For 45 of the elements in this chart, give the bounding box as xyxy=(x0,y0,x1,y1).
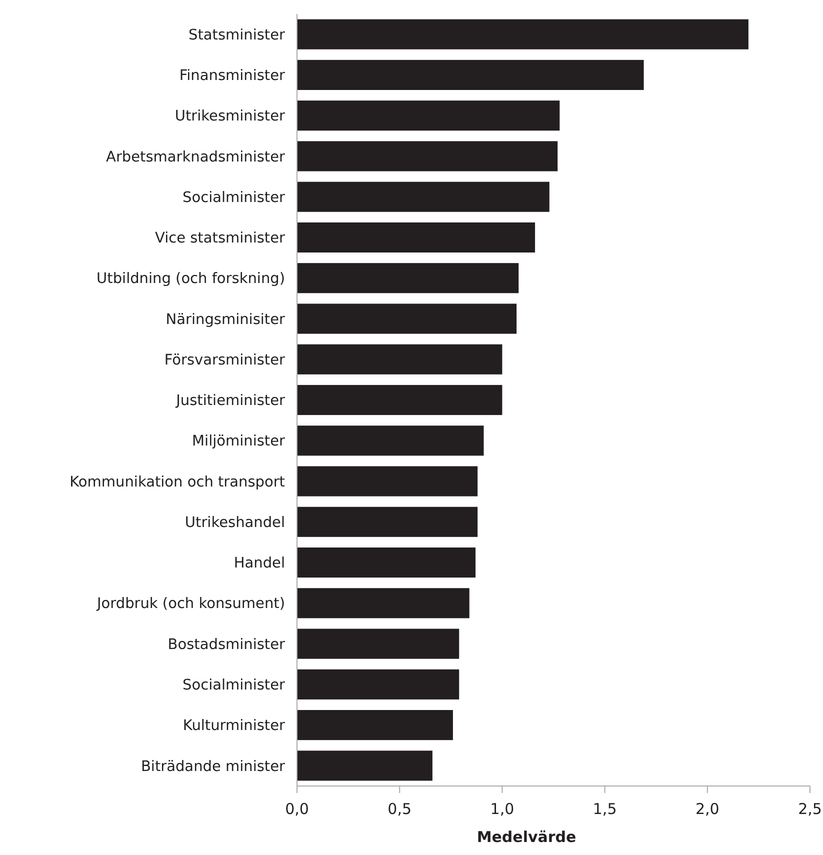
bar xyxy=(297,182,550,212)
y-tick-label: Arbetsmarknadsminister xyxy=(106,149,286,166)
x-axis-title: Medelvärde xyxy=(476,828,576,846)
x-tick-label: 1,5 xyxy=(592,800,617,818)
y-tick-label: Statsminister xyxy=(188,27,286,44)
bar xyxy=(297,100,560,131)
bar xyxy=(297,60,644,90)
y-tick-label: Försvarsminister xyxy=(164,352,286,368)
y-tick-label: Biträdande minister xyxy=(140,758,286,775)
y-tick-label: Kulturminister xyxy=(182,718,286,734)
bar xyxy=(297,344,502,374)
y-tick-label: Handel xyxy=(234,556,285,572)
y-tick-label: Finansminister xyxy=(179,68,286,84)
y-tick-label: Socialminister xyxy=(182,190,286,206)
bar xyxy=(297,710,453,740)
bar xyxy=(297,426,484,456)
y-tick-label: Utrikeshandel xyxy=(184,514,285,531)
bar xyxy=(297,506,478,537)
y-tick-label: Kommunikation och transport xyxy=(70,474,286,490)
y-tick-label: Socialminister xyxy=(182,677,286,694)
bar xyxy=(297,222,536,253)
bar xyxy=(297,547,476,578)
y-tick-label: Miljöminister xyxy=(192,434,286,450)
bar xyxy=(297,628,460,659)
bar xyxy=(297,19,748,50)
bar xyxy=(297,588,470,618)
bar xyxy=(297,750,432,781)
bar xyxy=(297,466,478,496)
x-tick-label: 1,0 xyxy=(490,800,514,818)
x-tick-label: 2,5 xyxy=(798,800,822,818)
y-tick-label: Näringsminisiter xyxy=(166,312,286,328)
x-tick-label: 0,0 xyxy=(285,800,309,818)
y-tick-label: Bostadsminister xyxy=(168,636,286,653)
y-tick-label: Vice statsminister xyxy=(155,230,286,247)
x-tick-label: 2,0 xyxy=(695,800,720,818)
y-tick-label: Jordbruk (och konsument) xyxy=(96,596,285,612)
y-tick-label: Utrikesminister xyxy=(174,108,286,125)
bar xyxy=(297,384,502,416)
y-tick-label: Justitieminister xyxy=(175,393,286,410)
bar xyxy=(297,263,519,294)
y-tick-label: Utbildning (och forskning) xyxy=(96,271,285,288)
bar xyxy=(297,304,517,334)
x-tick-label: 0,5 xyxy=(388,800,412,818)
bar xyxy=(297,141,558,172)
bar xyxy=(297,669,460,700)
